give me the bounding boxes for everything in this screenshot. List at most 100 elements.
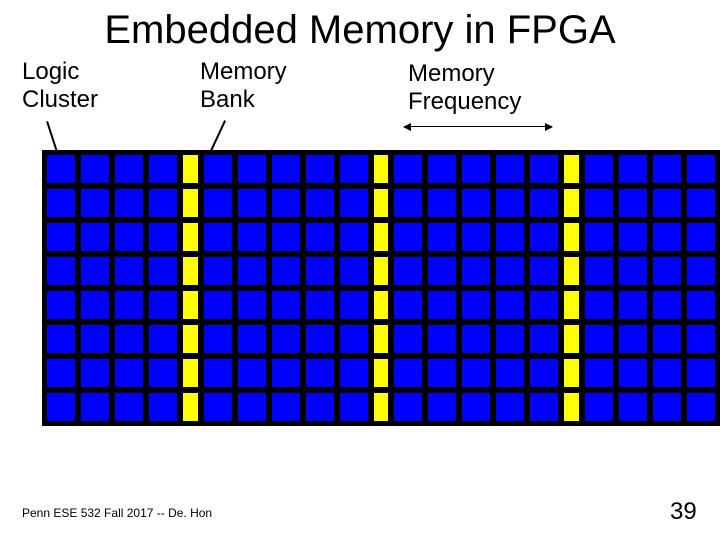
logic-cluster-cell [618,256,648,286]
logic-cluster-cell [114,324,144,354]
label-logic-line2: Cluster [22,86,98,114]
logic-cluster-cell [80,392,110,422]
memory-bank-cell [182,188,199,218]
logic-cluster-cell [686,256,716,286]
logic-cluster-cell [305,358,335,388]
logic-cluster-cell [114,392,144,422]
logic-cluster-cell [305,188,335,218]
label-logic-cluster: Logic Cluster [22,58,98,113]
logic-cluster-cell [271,290,301,320]
logic-cluster-cell [584,324,614,354]
logic-cluster-cell [393,256,423,286]
grid-row [46,358,716,388]
logic-cluster-cell [529,290,559,320]
logic-cluster-cell [237,154,267,184]
page-number-value: 39 [670,498,697,525]
logic-cluster-cell [686,154,716,184]
memory-bank-cell [563,290,580,320]
logic-cluster-cell [271,392,301,422]
logic-cluster-cell [686,392,716,422]
logic-cluster-cell [495,290,525,320]
logic-cluster-cell [461,154,491,184]
label-memory-bank: Memory Bank [200,58,287,113]
logic-cluster-cell [271,154,301,184]
memory-bank-cell [182,324,199,354]
logic-cluster-cell [305,256,335,286]
logic-cluster-cell [495,358,525,388]
logic-cluster-cell [495,222,525,252]
logic-cluster-cell [46,324,76,354]
logic-cluster-cell [529,188,559,218]
logic-cluster-cell [80,358,110,388]
label-freq-line2: Frequency [408,88,521,116]
logic-cluster-cell [80,188,110,218]
logic-cluster-cell [339,358,369,388]
logic-cluster-cell [203,256,233,286]
logic-cluster-cell [148,154,178,184]
logic-cluster-cell [529,392,559,422]
logic-cluster-cell [618,358,648,388]
logic-cluster-cell [393,324,423,354]
logic-cluster-cell [529,324,559,354]
logic-cluster-cell [237,256,267,286]
logic-cluster-cell [495,188,525,218]
logic-cluster-cell [237,188,267,218]
logic-cluster-cell [618,324,648,354]
grid-row [46,188,716,218]
logic-cluster-cell [393,290,423,320]
logic-cluster-cell [427,290,457,320]
logic-cluster-cell [46,290,76,320]
logic-cluster-cell [427,222,457,252]
logic-cluster-cell [618,154,648,184]
logic-cluster-cell [495,392,525,422]
logic-cluster-cell [652,324,682,354]
logic-cluster-cell [652,188,682,218]
label-freq-line1: Memory [408,60,521,88]
logic-cluster-cell [686,188,716,218]
logic-cluster-cell [46,154,76,184]
slide-title-text: Embedded Memory in FPGA [104,8,615,52]
logic-cluster-cell [618,392,648,422]
logic-cluster-cell [652,222,682,252]
logic-cluster-cell [339,324,369,354]
logic-cluster-cell [271,222,301,252]
memory-bank-cell [182,392,199,422]
logic-cluster-cell [305,392,335,422]
logic-cluster-cell [584,256,614,286]
logic-cluster-cell [148,290,178,320]
slide-title: Embedded Memory in FPGA [0,8,720,53]
logic-cluster-cell [461,324,491,354]
logic-cluster-cell [529,154,559,184]
logic-cluster-cell [339,188,369,218]
memory-bank-cell [373,154,390,184]
logic-cluster-cell [80,290,110,320]
memory-bank-cell [563,222,580,252]
grid-row [46,222,716,252]
logic-cluster-cell [148,392,178,422]
logic-cluster-cell [203,154,233,184]
logic-cluster-cell [584,358,614,388]
logic-cluster-cell [618,222,648,252]
logic-cluster-cell [305,154,335,184]
logic-cluster-cell [461,188,491,218]
logic-cluster-cell [584,290,614,320]
logic-cluster-cell [393,188,423,218]
logic-cluster-cell [203,324,233,354]
memory-bank-cell [182,256,199,286]
label-bank-line1: Memory [200,58,287,86]
logic-cluster-cell [584,222,614,252]
logic-cluster-cell [461,222,491,252]
logic-cluster-cell [46,256,76,286]
logic-cluster-cell [427,256,457,286]
logic-cluster-cell [652,154,682,184]
memory-bank-cell [373,256,390,286]
logic-cluster-cell [686,358,716,388]
logic-cluster-cell [271,188,301,218]
logic-cluster-cell [114,154,144,184]
logic-cluster-cell [529,222,559,252]
memory-bank-cell [563,358,580,388]
logic-cluster-cell [393,222,423,252]
logic-cluster-cell [237,358,267,388]
logic-cluster-cell [529,256,559,286]
logic-cluster-cell [148,188,178,218]
